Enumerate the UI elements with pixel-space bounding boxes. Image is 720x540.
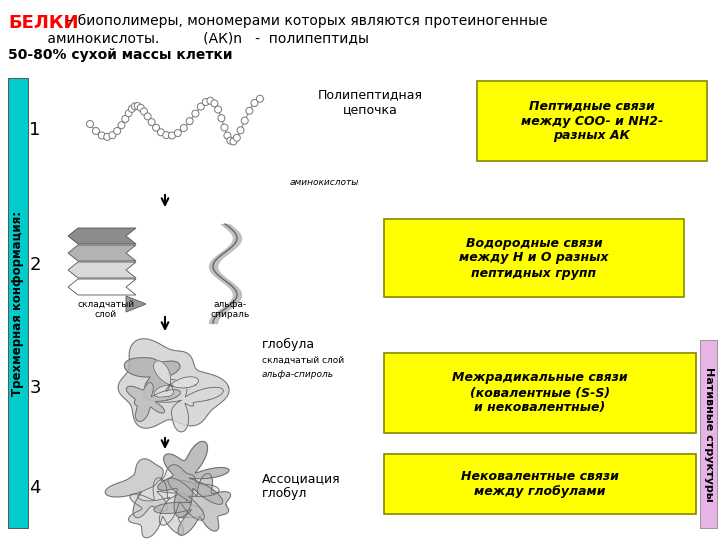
Polygon shape <box>105 459 196 518</box>
Circle shape <box>138 104 144 111</box>
Polygon shape <box>126 382 181 421</box>
Text: Трехмерная конформация:: Трехмерная конформация: <box>12 211 24 396</box>
Text: 2: 2 <box>30 256 41 274</box>
Text: Пептидные связи
между COO- и NH2-
разных АК: Пептидные связи между COO- и NH2- разных… <box>521 99 663 143</box>
Circle shape <box>86 120 94 127</box>
Polygon shape <box>68 228 136 244</box>
Circle shape <box>224 132 231 139</box>
Circle shape <box>163 132 170 139</box>
Text: Нековалентные связи
между глобулами: Нековалентные связи между глобулами <box>461 470 619 498</box>
Text: Ассоциация
глобул: Ассоциация глобул <box>262 472 341 500</box>
Circle shape <box>98 132 105 139</box>
Text: складчатый слой: складчатый слой <box>262 356 344 365</box>
Circle shape <box>186 118 193 125</box>
Polygon shape <box>68 245 136 261</box>
Circle shape <box>241 117 248 124</box>
Polygon shape <box>154 474 230 535</box>
FancyBboxPatch shape <box>8 78 28 528</box>
Text: 4: 4 <box>30 479 41 497</box>
Text: Полипептидная
цепочка: Полипептидная цепочка <box>318 88 423 116</box>
Circle shape <box>109 132 116 139</box>
Text: Водородные связи
между H и O разных
пептидных групп: Водородные связи между H и O разных пепт… <box>459 237 608 280</box>
Circle shape <box>256 95 264 102</box>
FancyBboxPatch shape <box>384 353 696 433</box>
Circle shape <box>131 103 138 110</box>
Circle shape <box>237 127 244 134</box>
Circle shape <box>153 124 160 131</box>
Circle shape <box>227 137 234 144</box>
Circle shape <box>215 106 222 113</box>
Polygon shape <box>129 478 204 538</box>
Circle shape <box>158 129 164 136</box>
Circle shape <box>140 108 148 115</box>
Circle shape <box>202 98 210 105</box>
FancyBboxPatch shape <box>477 81 707 161</box>
Circle shape <box>197 103 204 110</box>
Circle shape <box>114 127 121 134</box>
Circle shape <box>128 105 135 112</box>
Circle shape <box>134 103 141 110</box>
Text: аминокислоты.          (АК)n   -  полипептиды: аминокислоты. (АК)n - полипептиды <box>8 31 369 45</box>
Text: 3: 3 <box>30 379 41 397</box>
Text: складчатый
слой: складчатый слой <box>78 300 135 319</box>
Circle shape <box>174 130 181 137</box>
Circle shape <box>148 119 155 126</box>
Circle shape <box>180 125 187 132</box>
Text: 50-80% сухой массы клетки: 50-80% сухой массы клетки <box>8 48 233 62</box>
Circle shape <box>168 132 176 139</box>
FancyBboxPatch shape <box>384 454 696 514</box>
Circle shape <box>218 114 225 122</box>
Polygon shape <box>126 296 146 312</box>
Polygon shape <box>68 262 136 278</box>
Circle shape <box>144 113 151 120</box>
Circle shape <box>251 99 258 106</box>
Text: глобула: глобула <box>262 338 315 351</box>
FancyBboxPatch shape <box>700 340 717 528</box>
Polygon shape <box>138 465 219 525</box>
Text: Межрадикальные связи
(ковалентные (S-S)
и нековалентные): Межрадикальные связи (ковалентные (S-S) … <box>452 372 628 415</box>
Text: аминокислоты: аминокислоты <box>290 178 359 187</box>
Text: – биополимеры, мономерами которых являются протеиногенные: – биополимеры, мономерами которых являют… <box>62 14 548 28</box>
Circle shape <box>207 97 214 104</box>
Text: Нативные структуры: Нативные структуры <box>703 367 714 501</box>
Circle shape <box>125 110 132 117</box>
Polygon shape <box>68 279 136 295</box>
Text: альфа-
спираль: альфа- спираль <box>210 300 250 319</box>
Circle shape <box>246 107 253 114</box>
Circle shape <box>211 100 218 107</box>
Circle shape <box>221 124 228 131</box>
Circle shape <box>230 138 237 145</box>
Circle shape <box>233 134 240 141</box>
Circle shape <box>92 127 99 134</box>
Circle shape <box>122 116 129 123</box>
FancyBboxPatch shape <box>384 219 684 297</box>
Circle shape <box>192 110 199 117</box>
Text: альфа-спироль: альфа-спироль <box>262 370 334 379</box>
Polygon shape <box>125 357 180 401</box>
Circle shape <box>104 133 111 140</box>
Text: 1: 1 <box>30 121 41 139</box>
Circle shape <box>118 122 125 129</box>
Polygon shape <box>158 441 229 517</box>
Polygon shape <box>153 361 199 397</box>
Text: БЕЛКИ: БЕЛКИ <box>8 14 78 32</box>
Polygon shape <box>143 379 223 432</box>
Polygon shape <box>118 339 229 428</box>
